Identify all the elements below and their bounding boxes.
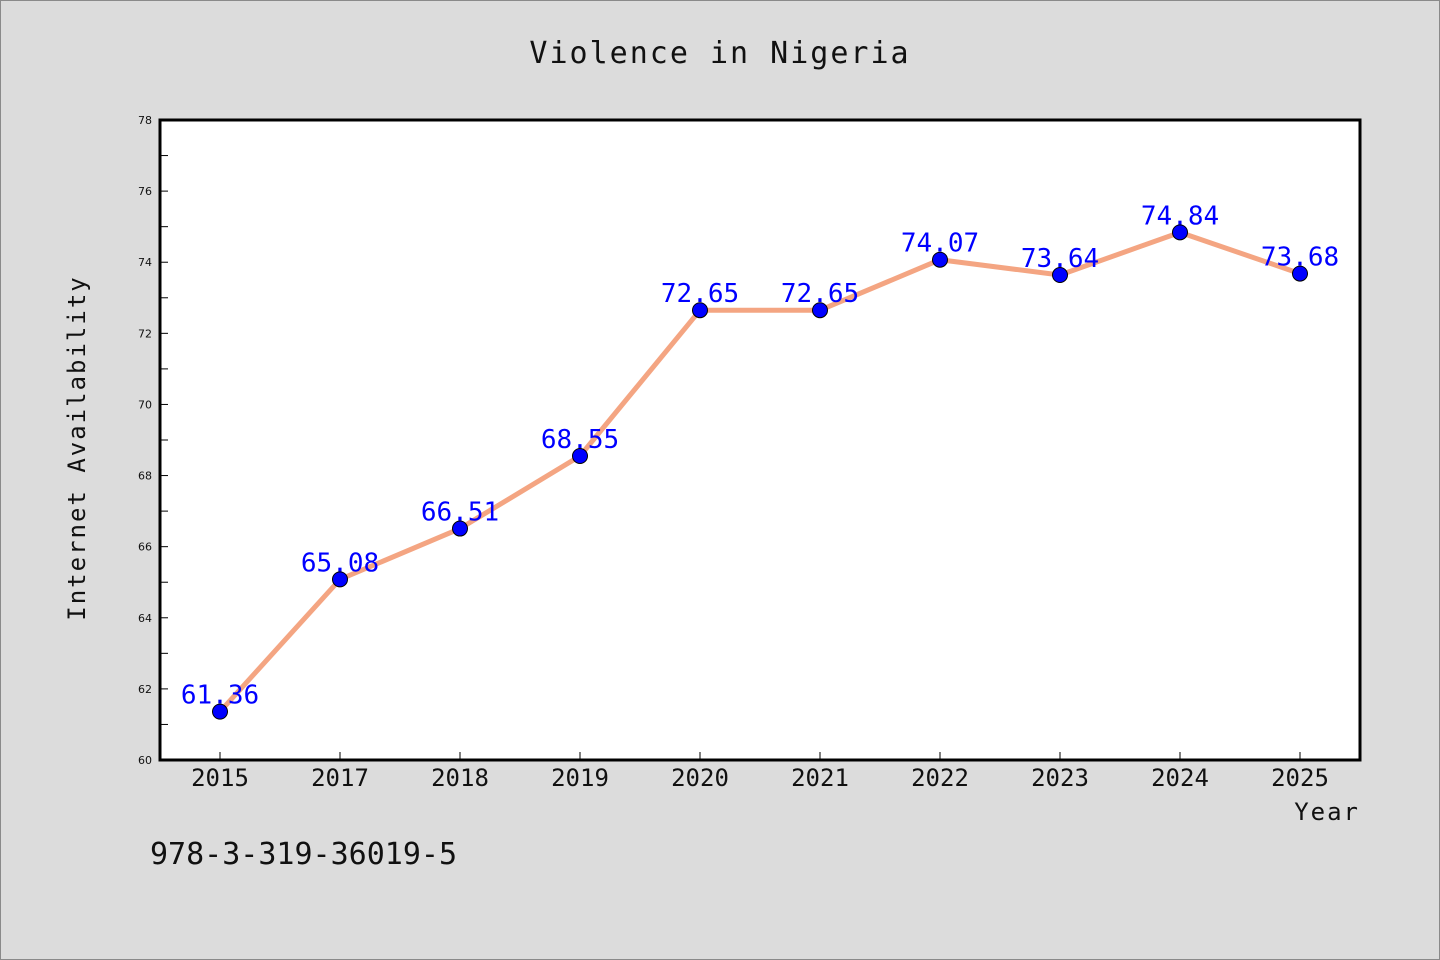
data-label: 72.65 (781, 279, 859, 309)
y-tick-label: 60 (138, 754, 152, 767)
y-tick-label: 64 (138, 612, 152, 625)
data-label: 73.64 (1021, 244, 1099, 274)
x-tick-label: 2017 (311, 764, 369, 792)
x-tick-label: 2019 (551, 764, 609, 792)
x-tick-label: 2015 (191, 764, 249, 792)
x-tick-label: 2020 (671, 764, 729, 792)
data-point (932, 251, 948, 268)
data-point (572, 448, 588, 464)
data-label: 65.08 (301, 548, 379, 578)
data-label: 73.68 (1261, 243, 1339, 273)
y-tick-label: 70 (138, 398, 152, 411)
y-tick-label: 76 (138, 185, 152, 198)
x-tick-label: 2018 (431, 764, 489, 792)
data-label: 66.51 (421, 498, 499, 528)
x-tick-label: 2022 (911, 764, 969, 792)
x-tick-label: 2021 (791, 764, 849, 792)
y-tick-label: 62 (138, 683, 152, 696)
series-line (217, 229, 1303, 715)
data-label: 61.36 (181, 681, 259, 711)
y-axis: 60 62 64 66 68 70 72 74 76 78 (138, 114, 168, 767)
data-point (332, 571, 348, 588)
data-point (1052, 267, 1068, 284)
data-label: 74.07 (901, 229, 979, 259)
data-point (1172, 224, 1188, 241)
data-point (692, 302, 708, 319)
plot-area (158, 118, 1362, 762)
x-axis: 2015 2017 2018 2019 2020 2021 2022 2023 2024 2025 (191, 752, 1329, 792)
chart-title: Violence in Nigeria (529, 36, 910, 71)
data-point (1292, 265, 1308, 282)
data-label: 68.55 (541, 425, 619, 455)
y-axis-label: Internet Availability (63, 275, 91, 620)
data-point (212, 703, 228, 720)
x-tick-label: 2024 (1151, 764, 1209, 792)
data-label: 72.65 (661, 279, 739, 309)
data-label: 74.84 (1141, 201, 1219, 231)
y-tick-label: 66 (138, 541, 152, 554)
y-tick-label: 78 (138, 114, 152, 127)
isbn-footnote: 978-3-319-36019-5 (150, 837, 457, 872)
x-tick-label: 2025 (1271, 764, 1329, 792)
x-tick-label: 2023 (1031, 764, 1089, 792)
y-tick-label: 72 (138, 327, 152, 340)
y-tick-label: 74 (138, 256, 152, 269)
y-tick-label: 68 (138, 470, 152, 483)
data-point (812, 302, 828, 319)
x-axis-label: Year (1294, 798, 1360, 826)
data-point (452, 520, 468, 537)
series-layer: 61.36 65.08 66.51 68.55 72.65 72.65 74.07 73.64… (181, 201, 1339, 720)
